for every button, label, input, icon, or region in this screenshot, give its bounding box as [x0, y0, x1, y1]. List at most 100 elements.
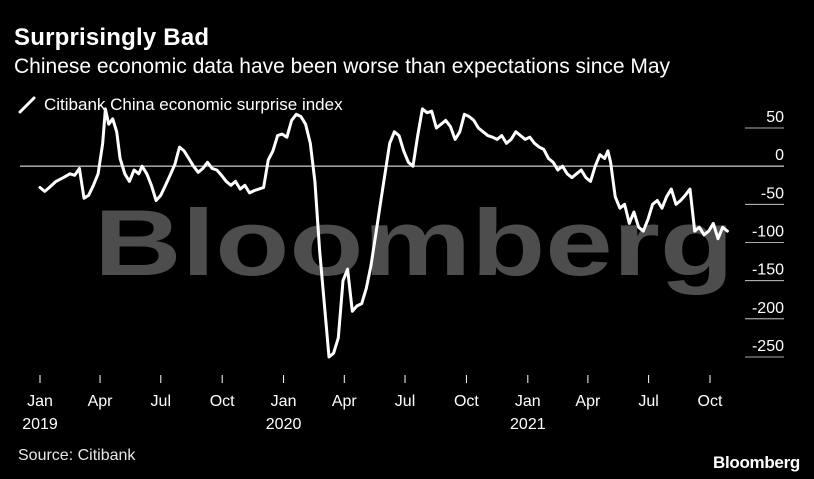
data-point: [188, 157, 190, 160]
x-tick-label: Jul: [638, 393, 658, 410]
data-point: [722, 226, 724, 228]
data-point: [519, 135, 522, 137]
data-point: [124, 173, 126, 175]
data-point: [647, 219, 649, 221]
legend-label: Citibank China economic surprise index: [44, 95, 343, 114]
x-tick-label: Jan: [27, 393, 53, 410]
data-point: [155, 199, 157, 202]
data-point: [652, 203, 654, 205]
data-point: [435, 127, 437, 129]
x-tick-label: Oct: [454, 393, 479, 410]
y-tick-label: -50: [761, 185, 784, 202]
data-point: [515, 131, 517, 133]
data-point: [566, 173, 568, 175]
data-point: [384, 173, 386, 175]
data-point: [505, 142, 508, 144]
data-point: [169, 174, 171, 176]
data-point: [48, 186, 50, 189]
data-point: [319, 249, 321, 251]
data-point: [150, 184, 152, 186]
data-point: [328, 356, 330, 358]
data-point: [337, 337, 339, 339]
data-point: [220, 174, 223, 176]
data-point: [604, 157, 606, 160]
data-point: [524, 138, 526, 140]
data-point: [712, 222, 714, 224]
x-tick-label: Jul: [395, 393, 415, 410]
source-note: Source: Citibank: [18, 447, 136, 464]
data-point: [421, 108, 423, 110]
data-point: [698, 226, 700, 228]
data-point: [272, 150, 274, 152]
data-point: [445, 119, 447, 121]
data-point: [108, 123, 110, 125]
data-point: [62, 177, 64, 179]
data-point: [440, 123, 442, 125]
data-point: [633, 211, 635, 213]
x-tick-label: Jan: [515, 393, 541, 410]
data-point: [74, 174, 76, 176]
data-point: [138, 173, 140, 175]
data-point: [69, 173, 71, 175]
data-point: [39, 186, 41, 189]
data-point: [557, 169, 559, 171]
y-tick-label: 50: [766, 109, 784, 126]
data-point: [133, 169, 135, 171]
data-point: [164, 184, 167, 186]
chart-title: Surprisingly Bad: [14, 24, 210, 51]
data-point: [684, 194, 686, 196]
data-point: [571, 177, 573, 179]
data-point: [370, 264, 372, 266]
data-point: [375, 234, 377, 236]
data-point: [116, 131, 118, 133]
data-point: [575, 173, 578, 175]
data-point: [529, 136, 531, 138]
data-point: [174, 164, 176, 166]
data-point: [628, 222, 630, 224]
data-point: [379, 203, 381, 205]
data-point: [248, 192, 251, 194]
data-point: [211, 167, 213, 170]
data-point: [449, 125, 451, 128]
data-point: [670, 188, 672, 190]
data-point: [403, 150, 405, 152]
data-point: [389, 142, 391, 144]
data-point: [454, 138, 456, 140]
data-point: [97, 173, 99, 175]
data-point: [624, 203, 626, 205]
data-point: [323, 303, 325, 305]
data-point: [459, 131, 461, 133]
data-point: [543, 148, 545, 150]
data-point: [412, 165, 414, 167]
data-point: [286, 136, 288, 138]
data-point: [104, 108, 106, 110]
legend-line-icon: [18, 96, 36, 114]
data-point: [347, 268, 349, 270]
data-point: [561, 165, 564, 167]
brand-logo: Bloomberg: [712, 453, 800, 472]
data-point: [703, 234, 705, 236]
data-point: [619, 207, 621, 209]
data-point: [610, 161, 612, 163]
x-tick-label: Oct: [210, 393, 235, 410]
data-point: [599, 154, 601, 156]
data-point: [708, 230, 710, 232]
data-point: [482, 131, 484, 133]
x-tick-label: Jan: [271, 393, 297, 410]
x-tick-year-label: 2020: [266, 416, 302, 433]
data-point: [333, 352, 335, 354]
data-point: [239, 188, 241, 190]
data-point: [141, 165, 143, 167]
data-point: [726, 230, 729, 232]
data-point: [547, 157, 550, 160]
y-tick-label: 0: [775, 147, 784, 164]
data-point: [234, 180, 237, 182]
data-point: [102, 142, 104, 144]
data-point: [473, 119, 475, 121]
data-point: [426, 112, 428, 114]
data-point: [55, 180, 57, 182]
data-point: [216, 169, 218, 171]
data-point: [305, 123, 307, 125]
data-point: [267, 159, 269, 161]
data-point: [431, 110, 433, 112]
